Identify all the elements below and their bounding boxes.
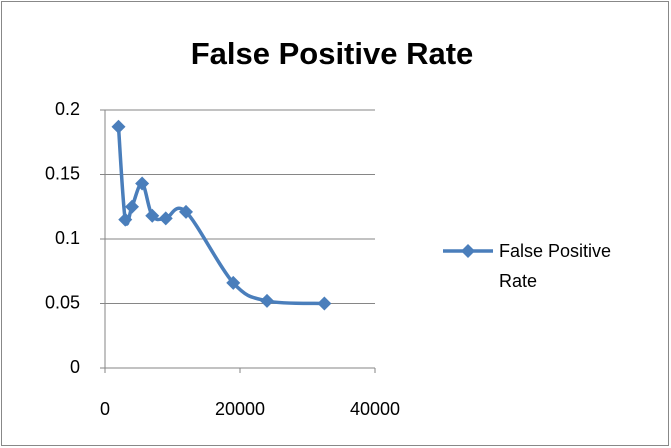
chart-title: False Positive Rate [191, 36, 474, 71]
x-tick-label: 40000 [350, 399, 400, 419]
marker [111, 119, 126, 134]
marker [125, 199, 139, 214]
marker [158, 211, 173, 226]
marker [135, 176, 150, 191]
y-tick-label: 0.15 [45, 163, 80, 183]
marker [260, 293, 274, 308]
x-tick-label: 20000 [215, 399, 265, 419]
marker [317, 296, 332, 311]
legend-label: False Positive Rate [499, 241, 612, 291]
y-tick-label: 0.2 [55, 99, 80, 119]
y-tick-label: 0.1 [55, 228, 80, 248]
marker [145, 208, 160, 223]
marker [118, 212, 133, 227]
y-tick-label: 0.05 [45, 292, 80, 312]
marker [226, 275, 241, 290]
y-tick-label: 0 [70, 357, 80, 377]
x-tick-label: 0 [100, 399, 110, 419]
marker [179, 204, 193, 219]
legend-marker [461, 244, 475, 258]
